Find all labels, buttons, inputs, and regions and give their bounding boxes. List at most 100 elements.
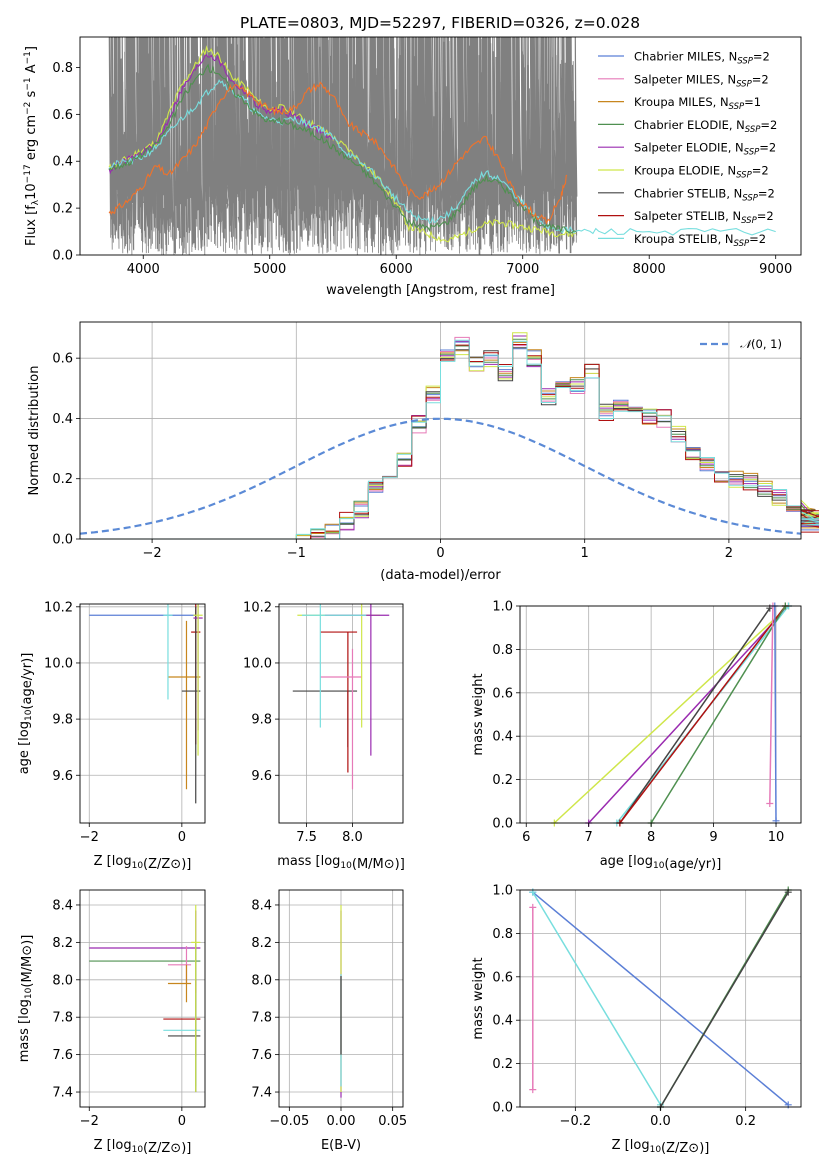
y-tick-label: 7.4 — [251, 1086, 272, 1101]
mass-weight-line — [553, 605, 790, 824]
y-tick-label: 7.6 — [52, 1048, 73, 1063]
legend-label: Chabrier STELIB, NSSP=2 — [634, 186, 775, 203]
axes-frame — [519, 605, 802, 824]
legend-label: Kroupa ELODIE, NSSP=2 — [634, 164, 769, 181]
mass-weight-line — [588, 605, 790, 824]
y-tick-label: 0.0 — [492, 817, 513, 832]
x-tick-label: 8.0 — [342, 830, 363, 845]
y-tick-label: 0.0 — [52, 249, 73, 264]
y-tick-label: 9.8 — [251, 713, 272, 728]
x-axis-label: E(B-V) — [321, 1138, 361, 1153]
y-tick-label: 0.4 — [492, 730, 513, 745]
gaussian-curve — [79, 417, 802, 535]
legend-label: Salpeter STELIB, NSSP=2 — [634, 209, 774, 226]
y-tick-label: 0.8 — [52, 61, 73, 76]
y-tick-label: 0.4 — [492, 1014, 513, 1029]
x-tick-label: −2 — [80, 830, 99, 845]
y-tick-label: 8.4 — [52, 898, 73, 913]
y-tick-label: 7.8 — [251, 1011, 272, 1026]
model-spectrum-line — [108, 81, 568, 225]
y-axis-label: Normed distribution — [27, 366, 42, 496]
x-tick-label: 6000 — [380, 262, 413, 277]
x-tick-label: −0.05 — [269, 1114, 309, 1129]
spectrum-panel: 4000 5000 6000 7000 8000 9000 0.0 0.2 0.4 0.6 0.8 w… — [23, 36, 802, 298]
x-axis-label: Z [log10(Z/Z⊙)] — [94, 854, 192, 872]
y-tick-label: 8.0 — [52, 973, 73, 988]
x-tick-label: −1 — [287, 546, 306, 561]
x-tick-label: 0.2 — [735, 1114, 756, 1129]
x-tick-label: 8000 — [633, 262, 666, 277]
y-tick-label: 9.6 — [52, 769, 73, 784]
x-tick-label: 7 — [585, 830, 593, 845]
y-tick-label: 0.2 — [492, 1057, 513, 1072]
y-tick-label: 7.6 — [251, 1048, 272, 1063]
x-tick-label: 2 — [725, 546, 733, 561]
y-tick-label: 10.0 — [44, 656, 73, 671]
x-tick-label: 0 — [436, 546, 444, 561]
histogram-series — [80, 339, 819, 540]
x-tick-label: 6 — [522, 830, 530, 845]
mass-vs-EBV-panel: −0.05 0.00 0.05 7.4 7.6 7.8 8.0 8.2 8.4 E(B-V) — [251, 889, 407, 1153]
mass-weight-line — [619, 607, 771, 824]
mass-weight-line — [774, 605, 777, 821]
axes-frame — [278, 603, 404, 824]
figure-title: PLATE=0803, MJD=52297, FIBERID=0326, z=0… — [240, 14, 640, 32]
y-axis-label: Flux [fλ10−17 erg cm−2 s−1 A−1] — [23, 46, 41, 246]
x-axis-label: age [log10(age/yr)] — [600, 854, 722, 872]
plus-marker — [529, 1086, 537, 1094]
x-tick-label: −2 — [80, 1114, 99, 1129]
x-tick-label: 0.05 — [378, 1114, 407, 1129]
x-tick-label: 1 — [581, 546, 589, 561]
y-axis-label: mass [log10(M/M⊙)] — [17, 935, 35, 1063]
age-vs-Z-panel: −2 0 9.6 9.8 10.0 10.2 Z [log10(Z/Z⊙)] age [log… — [17, 600, 206, 872]
x-tick-label: 7000 — [506, 262, 539, 277]
x-tick-label: 8 — [647, 830, 655, 845]
y-tick-label: 7.4 — [52, 1086, 73, 1101]
y-axis-label: mass weight — [471, 673, 486, 755]
legend-label: Salpeter MILES, NSSP=2 — [634, 72, 769, 89]
x-axis-label: mass [log10(M/M⊙)] — [277, 854, 405, 872]
histogram-series — [80, 341, 819, 540]
plus-marker — [529, 903, 537, 911]
y-tick-label: 0.4 — [52, 412, 73, 427]
y-tick-label: 0.6 — [52, 352, 73, 367]
mass-weight-line — [619, 605, 786, 824]
spectrum-legend: Chabrier MILES, NSSP=2 Salpeter MILES, NS… — [598, 50, 777, 249]
y-tick-label: 0.0 — [52, 533, 73, 548]
mass-weight-vs-Z-panel: −0.2 0.0 0.2 0.0 0.2 0.4 0.6 0.8 1.0 Z [log10(Z/Z… — [471, 884, 802, 1156]
spectrum-data-line — [108, 36, 578, 256]
y-tick-label: 8.2 — [52, 936, 73, 951]
x-tick-label: −2 — [143, 546, 162, 561]
mass-weight-line — [532, 891, 662, 1106]
y-tick-label: 0.6 — [492, 970, 513, 985]
histogram-series — [80, 341, 819, 540]
spectrum-data — [108, 36, 578, 256]
y-tick-label: 8.4 — [251, 898, 272, 913]
y-tick-label: 1.0 — [492, 600, 513, 615]
y-tick-label: 10.0 — [243, 656, 272, 671]
mass-weight-vs-age-panel: 6 7 8 9 10 0.0 0.2 0.4 0.6 0.8 1.0 age [log10(age/y… — [471, 600, 802, 872]
x-axis-label: Z [log10(Z/Z⊙)] — [612, 1138, 710, 1156]
x-tick-label: 0 — [178, 830, 186, 845]
mass-weight-line — [769, 605, 774, 804]
x-tick-label: 4000 — [127, 262, 160, 277]
y-tick-label: 0.8 — [492, 927, 513, 942]
mass-vs-Z-panel: −2 0 7.4 7.6 7.8 8.0 8.2 8.4 Z [log10(Z/Z⊙)] mass… — [17, 889, 206, 1156]
histogram-series — [80, 336, 819, 540]
histogram-series — [80, 338, 819, 540]
y-tick-label: 8.2 — [251, 936, 272, 951]
y-tick-label: 1.0 — [492, 884, 513, 899]
y-axis-label: age [log10(age/yr)] — [17, 653, 35, 775]
legend-label: Salpeter ELODIE, NSSP=2 — [634, 141, 776, 158]
y-tick-label: 7.8 — [52, 1011, 73, 1026]
y-tick-label: 9.6 — [251, 769, 272, 784]
histogram-series — [80, 344, 819, 540]
model-spectrum-line — [108, 45, 577, 243]
plus-marker — [766, 799, 774, 807]
x-tick-label: 0 — [178, 1114, 186, 1129]
x-axis-label: wavelength [Angstrom, rest frame] — [326, 283, 555, 298]
histogram-series — [80, 335, 819, 540]
x-tick-label: 7.5 — [296, 830, 317, 845]
y-tick-label: 0.0 — [492, 1101, 513, 1116]
